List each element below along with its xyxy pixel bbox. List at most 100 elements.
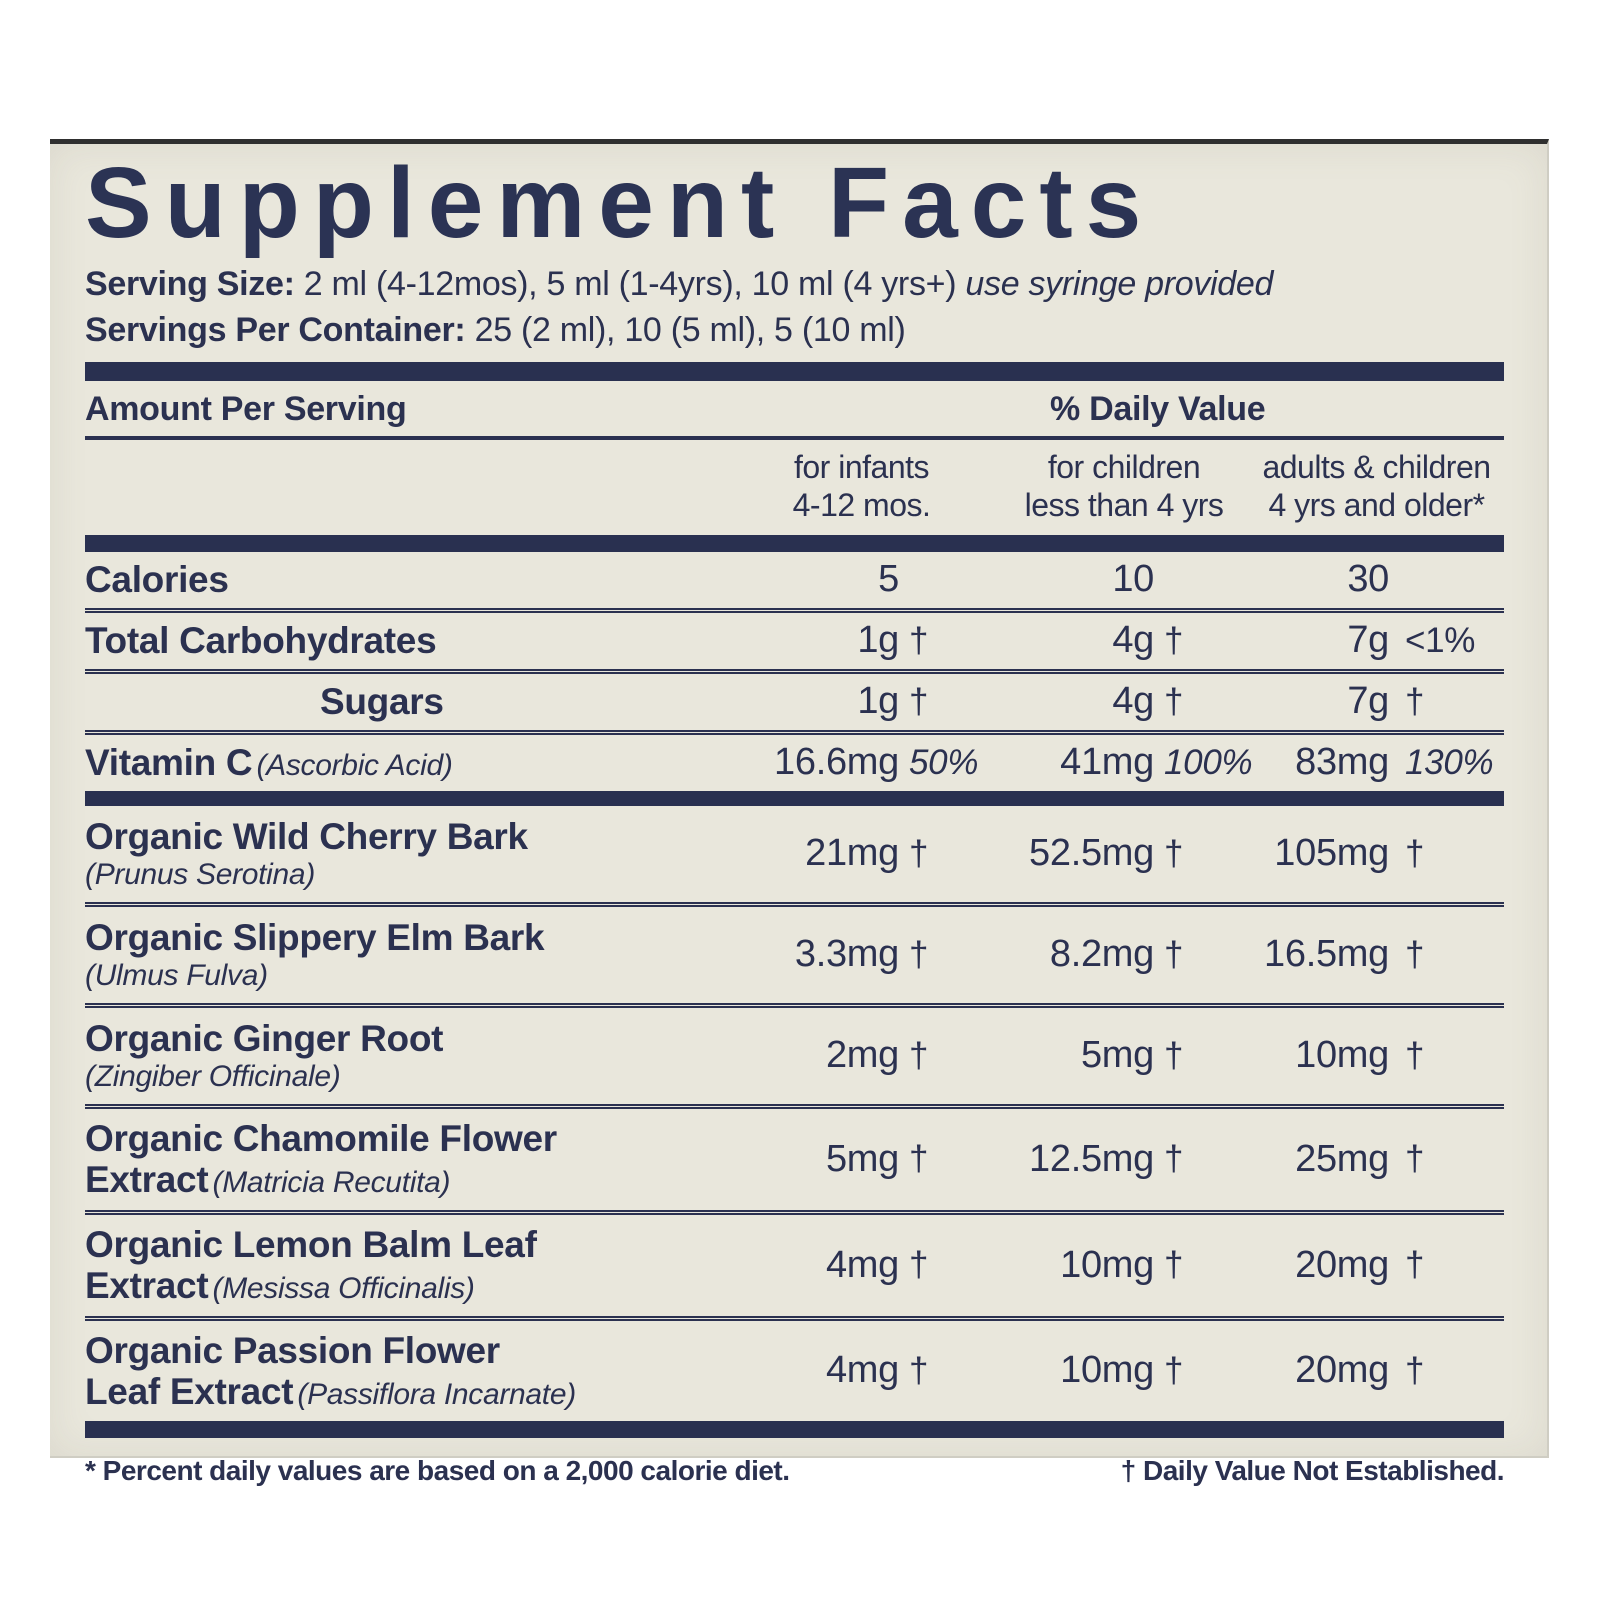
latin-name: (Mesissa Officinalis) [212,1272,475,1306]
amount-per-serving-header: Amount Per Serving [85,390,407,428]
header-divider-line [85,436,1504,440]
table-row: Total Carbohydrates 1g † 4g † 7g <1% [85,613,1504,669]
value-group-col1: 21mg † [724,832,999,875]
nutrient-name-line1: Vitamin C (Ascorbic Acid) [85,742,718,783]
value-group-col3: 20mg † [1249,1244,1504,1287]
nutrient-name-line1: Organic Chamomile Flower [85,1118,718,1159]
amount-value: 16.6mg [774,741,899,784]
nutrient-name-continued: Extract [85,1265,209,1307]
amount-value: 20mg [1295,1349,1389,1392]
row-separator-line [85,901,1504,907]
nutrient-name-line2: Extract (Matricia Recutita) [85,1159,718,1200]
table-row: Vitamin C (Ascorbic Acid) 16.6mg 50% 41mg 10… [85,735,1504,791]
daily-value-symbol: † [909,1245,929,1285]
amount-value: 10mg [1295,1034,1389,1077]
nutrient-name: Calories [85,559,229,601]
column-header-spacer [85,448,724,525]
daily-value-symbol: † [909,934,929,974]
footnote-row: * Percent daily values are based on a 2,… [85,1438,1505,1487]
daily-value-symbol: † [1164,1350,1184,1390]
value-group-col2: 12.5mg † [999,1138,1249,1181]
daily-value-symbol: 100% [1164,742,1253,782]
amount-value: 25mg [1295,1137,1389,1180]
table-row: Organic Ginger Root (Zingiber Officinale)… [85,1008,1504,1104]
nutrient-name: Organic Slippery Elm Bark [85,917,545,959]
nutrient-name-line2: Leaf Extract (Passiflora Incarnate) [85,1371,718,1412]
footnote-daily-values: * Percent daily values are based on a 2,… [85,1455,790,1487]
row-separator-line [85,1002,1504,1008]
footnote-not-established: † Daily Value Not Established. [1120,1455,1505,1487]
value-group-col2: 41mg 100% [999,741,1253,784]
daily-value-header: % Daily Value [1050,390,1266,428]
value-group-col1: 2mg † [724,1034,999,1077]
servings-label: Servings Per Container: [85,311,466,349]
table-row: Organic Passion Flower Leaf Extract (Pass… [85,1321,1504,1422]
value-group-col2: 8.2mg † [999,933,1249,976]
value-group-col3: 30 [1249,558,1504,601]
nutrient-name-cell: Sugars [85,681,724,722]
latin-name: (Zingiber Officinale) [85,1059,341,1093]
value-group-col2: 52.5mg † [999,832,1249,875]
divider-bar-top [85,362,1504,381]
serving-size-line: Serving Size: 2 ml (4-12mos), 5 ml (1-4y… [85,265,1504,304]
daily-value-symbol: † [1405,934,1425,974]
column-header-children-line2: less than 4 yrs [1024,487,1224,524]
daily-value-symbol: † [909,681,929,721]
nutrient-name-continued: Leaf Extract [85,1370,294,1412]
value-group-col3: 25mg † [1249,1138,1504,1181]
daily-value-symbol: † [909,1350,929,1390]
nutrient-name-line1: Sugars [85,681,718,722]
daily-value-symbol: † [1164,1245,1184,1285]
nutrient-name-cell: Vitamin C (Ascorbic Acid) [85,742,724,783]
servings-per-container-line: Servings Per Container: 25 (2 ml), 10 (5… [85,311,1504,350]
nutrient-name: Sugars [320,681,444,723]
column-header-infants-line1: for infants [793,449,930,485]
nutrient-name: Organic Ginger Root [85,1018,444,1060]
daily-value-symbol: † [1164,681,1184,721]
daily-value-symbol: † [1405,681,1425,721]
value-group-col1: 1g † [724,619,999,662]
nutrient-name-line1: Organic Ginger Root [85,1018,718,1059]
nutrient-name-cell: Total Carbohydrates [85,620,724,661]
amount-value: 12.5mg [1029,1137,1154,1180]
divider-bar-bottom [85,1421,1504,1439]
nutrient-name: Vitamin C [85,742,253,784]
amount-value: 16.5mg [1264,933,1389,976]
value-group-col2: 4g † [999,619,1249,662]
amount-value: 7g [1347,619,1389,662]
daily-value-symbol: † [1405,1245,1425,1285]
daily-value-symbol: † [909,620,929,660]
nutrient-rows: Calories 5 10 30 Total Carbohydrates 1g † 4g † 7g… [85,552,1504,1439]
amount-value: 4mg [825,1243,899,1286]
value-group-col3: 16.5mg † [1249,933,1504,976]
table-row: Organic Wild Cherry Bark (Prunus Serotina… [85,806,1504,902]
supplement-facts-label: Supplement Facts Serving Size: 2 ml (4-1… [50,139,1549,1486]
nutrient-name-line2: (Ulmus Fulva) [85,959,718,993]
daily-value-symbol: 50% [909,742,979,782]
nutrient-name-cell: Calories [85,559,724,600]
serving-size-note: use syringe provided [965,265,1274,303]
table-row: Organic Chamomile Flower Extract (Matrici… [85,1109,1504,1210]
nutrient-name: Organic Lemon Balm Leaf [85,1223,537,1265]
nutrient-name-line2: (Zingiber Officinale) [85,1060,718,1094]
daily-value-symbol: † [909,1035,929,1075]
value-group-col1: 16.6mg 50% [724,741,999,784]
amount-value: 5 [878,558,899,601]
row-separator-line [85,668,1504,674]
nutrient-name-line2: Extract (Mesissa Officinalis) [85,1265,718,1306]
row-separator-line [85,1103,1504,1109]
daily-value-symbol: <1% [1405,620,1476,660]
amount-value: 7g [1347,680,1389,723]
value-group-col1: 4mg † [724,1244,999,1287]
nutrient-name-line1: Organic Wild Cherry Bark [85,816,718,857]
value-group-col3: 20mg † [1249,1349,1504,1392]
amount-value: 41mg [1060,741,1154,784]
table-row: Sugars 1g † 4g † 7g † [85,674,1504,730]
amount-value: 4mg [825,1349,899,1392]
table-row: Organic Slippery Elm Bark (Ulmus Fulva) 3.… [85,907,1504,1003]
nutrient-name: Organic Passion Flower [85,1329,500,1371]
column-header-adults-line1: adults & children [1262,449,1491,485]
nutrient-name-line1: Organic Passion Flower [85,1330,718,1371]
daily-value-symbol: † [1405,1350,1425,1390]
value-group-col3: 10mg † [1249,1034,1504,1077]
